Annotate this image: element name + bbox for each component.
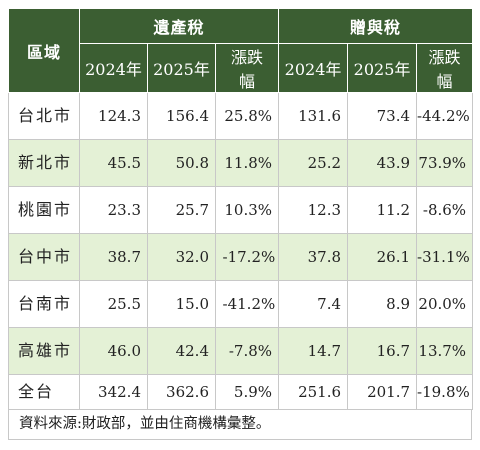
table-cell: 25.5 <box>79 280 148 328</box>
table-cell: 124.3 <box>79 92 148 140</box>
region-name: 台南市 <box>8 280 80 328</box>
table-row: 台中市 38.7 32.0 -17.2% 37.8 26.1 -31.1% <box>8 233 474 281</box>
table-cell: 38.7 <box>79 233 148 281</box>
table-cell: 12.3 <box>278 186 349 234</box>
table-cell: 43.9 <box>347 139 418 187</box>
table-cell: 50.8 <box>147 139 216 187</box>
region-header: 區域 <box>8 8 80 93</box>
table-cell: -8.6% <box>416 186 474 234</box>
table-cell: 16.7 <box>347 327 418 375</box>
table-cell: 362.6 <box>147 374 216 410</box>
table-cell: 10.3% <box>214 186 280 234</box>
table-cell: 25.8% <box>214 92 280 140</box>
gift-change-header: 漲跌幅 <box>416 43 474 93</box>
table-cell: 26.1 <box>347 233 418 281</box>
table-cell: 37.8 <box>278 233 349 281</box>
table-cell: 45.5 <box>79 139 148 187</box>
table-cell: 8.9 <box>347 280 418 328</box>
tax-table: 區域 遺產稅 贈與稅 2024年 2025年 漲跌幅 2024年 2025年 漲… <box>8 8 474 410</box>
estate-change-header: 漲跌幅 <box>214 43 280 93</box>
table-cell: 11.2 <box>347 186 418 234</box>
table-cell: 20.0% <box>416 280 474 328</box>
table-cell: 201.7 <box>347 374 418 410</box>
table-cell: 5.9% <box>214 374 280 410</box>
region-name: 全台 <box>8 374 80 410</box>
table-cell: 14.7 <box>278 327 349 375</box>
table-row: 高雄市 46.0 42.4 -7.8% 14.7 16.7 13.7% <box>8 327 474 375</box>
table-cell: 25.2 <box>278 139 349 187</box>
table-cell: 32.0 <box>147 233 216 281</box>
table-row: 桃園市 23.3 25.7 10.3% 12.3 11.2 -8.6% <box>8 186 474 234</box>
table-row: 台南市 25.5 15.0 -41.2% 7.4 8.9 20.0% <box>8 280 474 328</box>
region-name: 台北市 <box>8 92 80 140</box>
tax-table-container: 區域 遺產稅 贈與稅 2024年 2025年 漲跌幅 2024年 2025年 漲… <box>8 8 474 440</box>
table-cell: -17.2% <box>214 233 280 281</box>
table-cell: -31.1% <box>416 233 474 281</box>
estate-tax-header: 遺產稅 <box>78 8 280 44</box>
table-cell: 25.7 <box>147 186 216 234</box>
table-cell: 15.0 <box>147 280 216 328</box>
table-cell: 46.0 <box>79 327 148 375</box>
table-cell: -7.8% <box>214 327 280 375</box>
table-cell: 73.9% <box>416 139 474 187</box>
table-row: 新北市 45.5 50.8 11.8% 25.2 43.9 73.9% <box>8 139 474 187</box>
table-cell: 13.7% <box>416 327 474 375</box>
table-cell: 7.4 <box>278 280 349 328</box>
gift-2025-header: 2025年 <box>347 43 418 93</box>
region-name: 桃園市 <box>8 186 80 234</box>
gift-tax-header: 贈與稅 <box>278 8 474 44</box>
region-name: 新北市 <box>8 139 80 187</box>
table-cell: 342.4 <box>79 374 148 410</box>
table-cell: 73.4 <box>347 92 418 140</box>
source-note: 資料來源:財政部，並由住商機構彙整。 <box>8 409 472 440</box>
table-cell: -44.2% <box>416 92 474 140</box>
table-cell: 131.6 <box>278 92 349 140</box>
estate-2025-header: 2025年 <box>147 43 216 93</box>
table-row-total: 全台 342.4 362.6 5.9% 251.6 201.7 -19.8% <box>8 374 474 410</box>
table-row: 台北市 124.3 156.4 25.8% 131.6 73.4 -44.2% <box>8 92 474 140</box>
table-cell: 11.8% <box>214 139 280 187</box>
table-cell: 251.6 <box>278 374 349 410</box>
table-cell: -41.2% <box>214 280 280 328</box>
table-cell: -19.8% <box>416 374 474 410</box>
region-name: 高雄市 <box>8 327 80 375</box>
estate-2024-header: 2024年 <box>79 43 148 93</box>
table-cell: 156.4 <box>147 92 216 140</box>
gift-2024-header: 2024年 <box>278 43 349 93</box>
table-cell: 23.3 <box>79 186 148 234</box>
region-name: 台中市 <box>8 233 80 281</box>
table-cell: 42.4 <box>147 327 216 375</box>
